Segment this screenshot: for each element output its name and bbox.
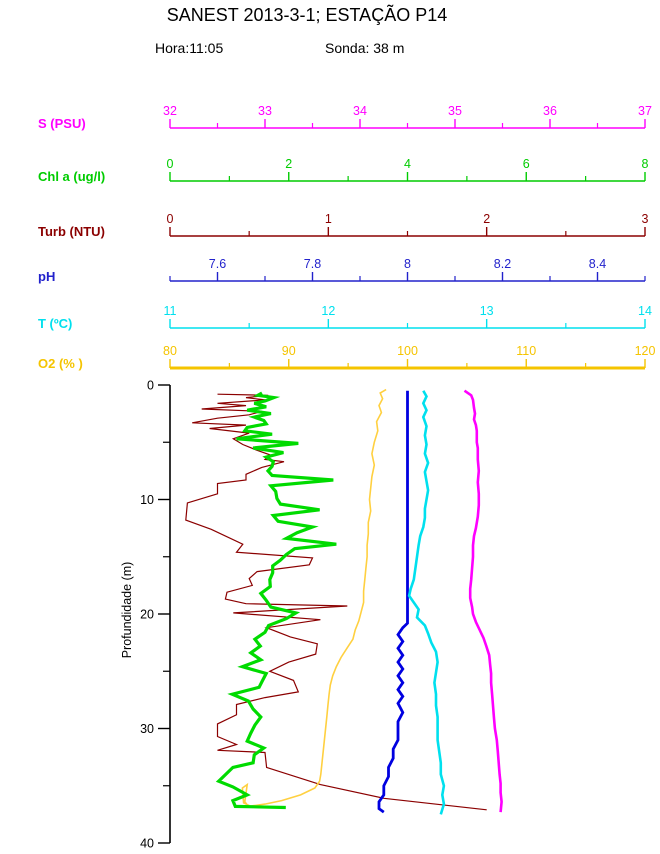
tick-label: 8 — [642, 157, 649, 171]
tick-label: 8 — [404, 257, 411, 271]
tick-label: 3 — [642, 212, 649, 226]
tick-label: 1 — [325, 212, 332, 226]
tick-label: 13 — [480, 304, 494, 318]
series-chlorophyll — [215, 391, 337, 810]
tick-label: 11 — [164, 304, 177, 318]
tick-label: 80 — [163, 344, 177, 358]
axis-label-salinity: S (PSU) — [38, 116, 86, 131]
tick-label: 110 — [516, 344, 536, 358]
depth-tick-label: 0 — [147, 379, 154, 393]
axis-t: 11 12 13 14 — [164, 304, 652, 329]
tick-label: 120 — [635, 344, 656, 358]
tick-label: 2 — [285, 157, 292, 171]
axis-label-ph: pH — [38, 269, 56, 284]
depth-tick-label: 40 — [140, 837, 154, 851]
tick-label: 8.4 — [589, 257, 606, 271]
series-salinity — [463, 389, 503, 813]
tick-label: 100 — [397, 344, 418, 358]
tick-label: 35 — [448, 104, 462, 118]
tick-label: 7.8 — [304, 257, 321, 271]
series-oxygen — [241, 388, 387, 809]
axis-label-chlorophyll: Chl a (ug/l) — [38, 169, 106, 184]
tick-label: 37 — [638, 104, 652, 118]
series-temperature — [407, 390, 446, 815]
tick-label: 0 — [167, 157, 174, 171]
sounding-depth-label: Sonda: 38 m — [325, 40, 405, 56]
series-turbidity — [185, 393, 487, 811]
tick-label: 33 — [258, 104, 272, 118]
tick-label: 34 — [353, 104, 367, 118]
tick-label: 12 — [321, 304, 335, 318]
depth-axis: 0 10 20 30 40 — [140, 379, 171, 851]
axis-turb: 0 1 2 3 — [167, 212, 649, 237]
axis-label-oxygen: O2 (% ) — [38, 356, 83, 371]
page-title: SANEST 2013-3-1; ESTAÇÃO P14 — [166, 5, 448, 25]
tick-label: 36 — [543, 104, 557, 118]
depth-tick-label: 20 — [140, 608, 154, 622]
axis-label-temperature: T (ºC) — [38, 316, 73, 331]
tick-label: 2 — [483, 212, 490, 226]
axis-o2: 80 90 100 110 120 — [163, 344, 656, 370]
tick-label: 6 — [523, 157, 530, 171]
axis-ph: 7.6 7.8 8 8.2 8.4 — [169, 257, 646, 282]
series-ph — [377, 390, 409, 814]
tick-label: 0 — [167, 212, 174, 226]
tick-label: 14 — [638, 304, 652, 318]
tick-label: 8.2 — [494, 257, 511, 271]
axis-chl: 0 2 4 6 8 — [167, 157, 649, 182]
axis-label-turbidity: Turb (NTU) — [38, 224, 105, 239]
axis-s: 32 33 34 35 36 37 — [163, 104, 652, 129]
tick-label: 7.6 — [209, 257, 226, 271]
tick-label: 32 — [163, 104, 177, 118]
tick-label: 90 — [282, 344, 296, 358]
tick-label: 4 — [404, 157, 411, 171]
depth-tick-label: 30 — [140, 722, 154, 736]
depth-tick-label: 10 — [140, 493, 154, 507]
time-label: Hora:11:05 — [155, 40, 224, 56]
